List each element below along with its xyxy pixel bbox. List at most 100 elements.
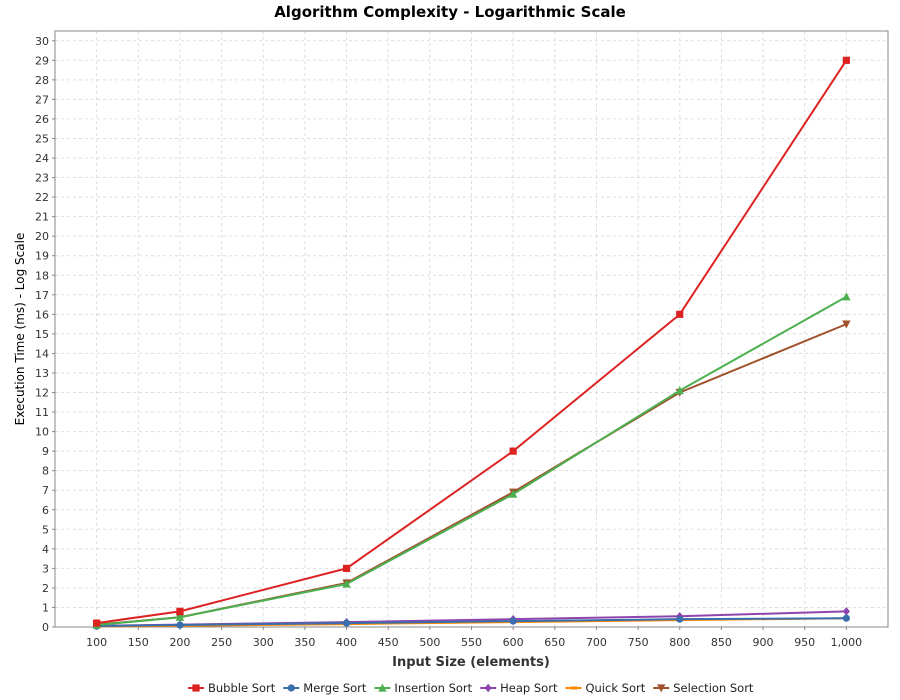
bubble-sort-line [96,59,848,625]
legend: Bubble Sort Merge Sort Insertion Sort Heap … [188,681,754,695]
y-tick-label: 7 [42,484,49,497]
bubble-sort-point [93,619,101,627]
legend-label: Selection Sort [673,681,754,695]
x-tick-label: 450 [378,636,399,649]
bubble-sort-series [93,56,850,627]
y-tick-label: 8 [42,465,49,478]
x-tick-label: 150 [128,636,149,649]
y-tick-label: 22 [35,191,49,204]
selection-sort-point [842,320,851,329]
insertion-sort-line [96,295,847,627]
y-tick-label: 10 [35,426,49,439]
insertion-sort-point [175,612,185,621]
series-group [92,56,851,631]
y-tick-label: 25 [35,132,49,145]
y-axis: 0123456789101112131415161718192021222324… [35,35,55,634]
legend-label: Quick Sort [585,681,645,695]
y-tick-label: 16 [35,308,49,321]
legend-swatch-marker [569,686,577,690]
selection-sort-series [92,320,851,630]
legend-swatch-marker [287,684,295,692]
y-tick-label: 20 [35,230,49,243]
bubble-sort-point [342,564,351,572]
merge-sort-point [676,615,684,623]
y-tick-label: 19 [35,250,49,263]
merge-sort-point [509,617,517,625]
y-tick-label: 6 [42,504,49,517]
legend-label: Heap Sort [500,681,558,695]
legend-swatch-marker [378,683,387,692]
legend-item-heap-sort: Heap Sort [480,681,558,695]
x-tick-label: 950 [794,636,815,649]
insertion-sort-point [508,489,518,498]
bubble-sort-point [842,56,850,64]
x-tick-label: 100 [86,636,107,649]
x-tick-label: 800 [669,636,690,649]
y-tick-label: 15 [35,328,49,341]
y-tick-label: 24 [35,152,49,165]
merge-sort-point [842,614,850,622]
y-axis-label: Execution Time (ms) - Log Scale [13,233,27,426]
legend-swatch-marker [484,683,492,693]
bubble-sort-point [176,607,184,615]
legend-swatch-marker [657,684,666,693]
x-tick-label: 350 [294,636,315,649]
y-tick-label: 28 [35,74,49,87]
x-tick-label: 200 [169,636,190,649]
legend-label: Merge Sort [303,681,367,695]
y-tick-label: 30 [35,35,49,48]
y-tick-label: 1 [42,601,49,614]
y-tick-label: 14 [35,347,49,360]
y-tick-label: 4 [42,543,49,556]
x-tick-label: 250 [211,636,232,649]
legend-item-quick-sort: Quick Sort [565,681,646,695]
legend-swatch-marker [192,684,200,692]
bubble-sort-point [676,310,684,318]
insertion-sort-point [675,386,684,395]
x-tick-label: 900 [753,636,774,649]
x-tick-label: 1,000 [831,636,863,649]
x-tick-label: 300 [253,636,274,649]
y-tick-label: 18 [35,269,49,282]
legend-item-selection-sort: Selection Sort [653,681,754,695]
bubble-sort-point [509,447,517,455]
merge-sort-series [93,614,850,630]
insertion-sort-point [842,292,851,301]
y-tick-label: 12 [35,387,49,400]
merge-sort-line [96,617,847,628]
x-tick-label: 850 [711,636,732,649]
y-tick-label: 21 [35,211,49,224]
x-tick-label: 500 [419,636,440,649]
y-tick-label: 17 [35,289,49,302]
y-tick-label: 0 [42,621,49,634]
y-tick-label: 29 [35,54,49,67]
x-tick-label: 400 [336,636,357,649]
legend-item-bubble-sort: Bubble Sort [188,681,276,695]
y-tick-label: 5 [42,523,49,536]
legend-item-merge-sort: Merge Sort [283,681,367,695]
heap-sort-point [842,607,850,616]
x-tick-label: 550 [461,636,482,649]
legend-label: Insertion Sort [394,681,472,695]
x-axis-label: Input Size (elements) [392,655,550,670]
y-tick-label: 2 [42,582,49,595]
legend-item-insertion-sort: Insertion Sort [374,681,473,695]
y-tick-label: 3 [42,562,49,575]
x-tick-label: 700 [586,636,607,649]
y-tick-label: 27 [35,93,49,106]
y-tick-label: 13 [35,367,49,380]
y-tick-label: 26 [35,113,49,126]
merge-sort-point [342,619,351,627]
x-tick-label: 650 [544,636,565,649]
grid [55,31,888,628]
y-tick-label: 11 [35,406,49,419]
x-tick-label: 750 [628,636,649,649]
y-tick-label: 9 [42,445,49,458]
x-tick-label: 600 [503,636,524,649]
x-axis: 100 150 200 250 300 350 400 450 500 550 600 650 700 7… [86,627,862,649]
y-tick-label: 23 [35,172,49,185]
legend-label: Bubble Sort [208,681,276,695]
insertion-sort-point [342,579,351,588]
merge-sort-point [176,621,184,629]
